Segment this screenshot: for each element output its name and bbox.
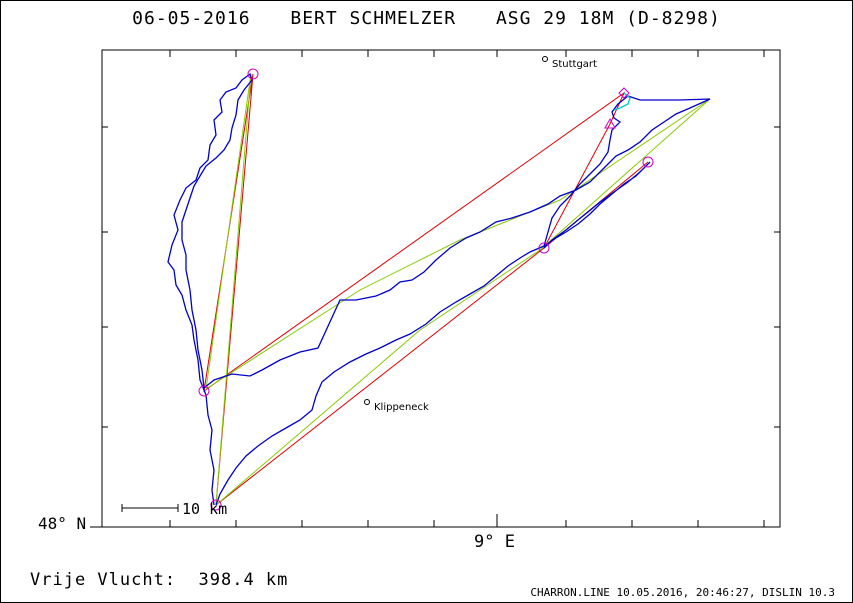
turnpoint-marker [642,156,654,168]
final-glide [613,92,631,111]
chart-title: 06-05-2016 BERT SCHMELZER ASG 29 18M (D-… [0,8,853,29]
town-label: Stuttgart [552,59,597,70]
town-stuttgart: Stuttgart [542,56,597,70]
town-klippeneck: Klippeneck [364,399,429,413]
glider-info: ASG 29 18M (D-8298) [495,8,721,29]
distance-text: Vrije Vlucht: 398.4 km [30,570,289,590]
y-ticks [90,126,780,528]
turnpoints [198,68,654,511]
turnpoint-marker [198,385,210,397]
task-lines [203,73,649,506]
turnpoint-marker [247,68,259,80]
town-label: Klippeneck [374,402,429,413]
town-marker [364,399,370,405]
latitude-label: 48° N [38,514,87,533]
longitude-label: 9° E [474,532,515,552]
finish-marker [604,117,616,129]
optimized-lines [205,73,711,506]
flight-date: 06-05-2016 [132,8,251,29]
start-marker [618,87,630,99]
turnpoint-marker [210,499,222,511]
scale-bar [121,504,179,512]
pilot-name: BERT SCHMELZER [290,8,457,29]
turnpoint-marker [538,242,550,254]
x-ticks [169,50,765,527]
scale-bar-label: 10 km [182,500,227,518]
map-border [101,49,781,528]
town-marker [542,56,548,62]
flight-track [167,72,711,506]
software-text: CHARRON.LINE 10.05.2016, 20:46:27, DISLI… [530,586,835,599]
